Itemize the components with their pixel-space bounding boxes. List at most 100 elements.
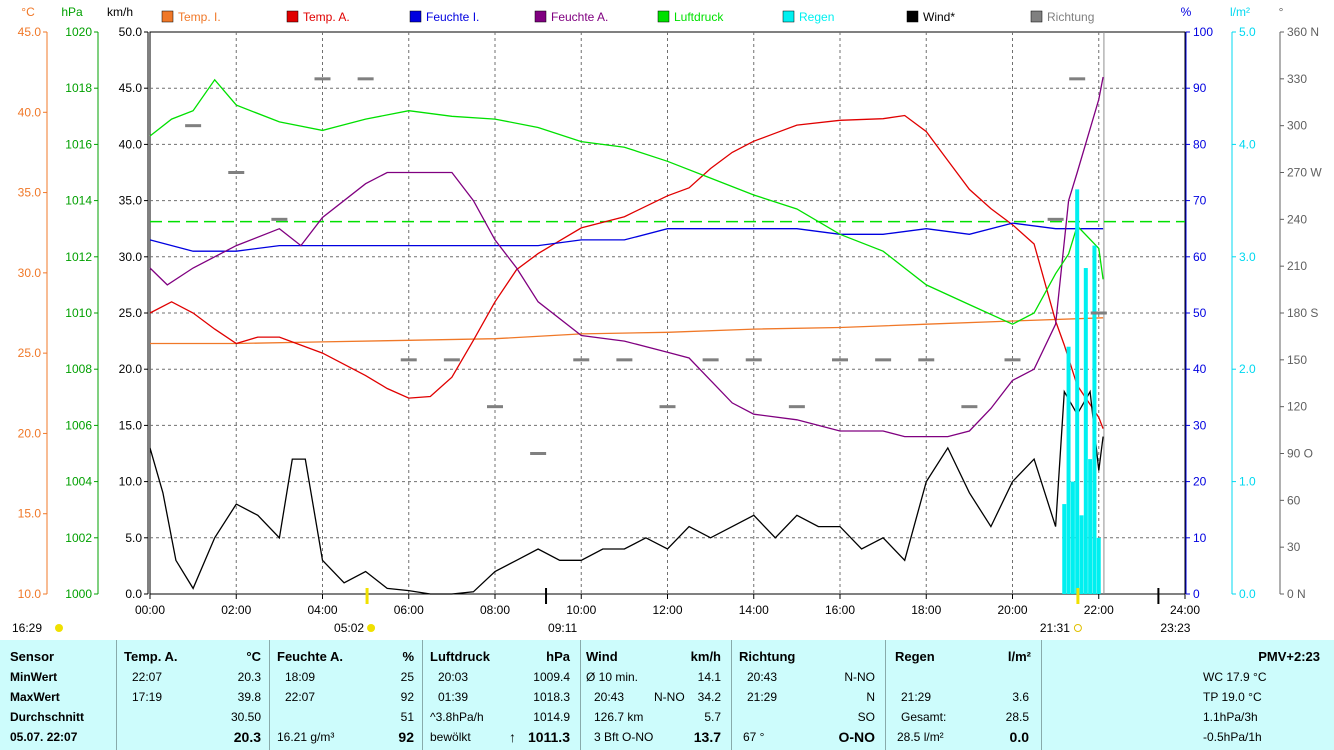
direction-dash [961,405,978,409]
temp-tick-label: 15.0 [18,507,42,521]
direction-dash [702,358,719,362]
wind-tick-label: 20.0 [119,362,143,376]
series-luftdruck [149,78,1104,325]
moon-icon [55,624,63,632]
pressure-tick-label: 1006 [65,418,92,432]
direction-r2-time: 21:29 [747,690,778,704]
temp-min-time: 22:07 [132,670,163,684]
series-feuchtei [149,222,1104,252]
x-tick-label: 22:00 [1084,603,1114,617]
legend-label: Temp. A. [303,10,350,24]
direction-dash [357,77,374,81]
legend-swatch [906,10,919,23]
pressure-min-value: 1009.4 [533,670,570,684]
humidity-tick-label: 10 [1193,531,1207,545]
temp-unit-label: °C [21,5,35,19]
temp-tick-label: 35.0 [18,186,42,200]
rain-bar [1096,537,1101,594]
pressure-avg-value: 1014.9 [533,710,570,724]
humidity-max-time: 22:07 [285,690,316,704]
wind-tick-label: 0.0 [125,587,142,601]
legend-label: Luftdruck [674,10,724,24]
x-tick-label: 02:00 [221,603,251,617]
direction-r2-value: N [866,690,875,704]
direction-tick-label: 30 [1287,540,1301,554]
rain-unit-label: l/m² [1230,5,1250,19]
humidity-tick-label: 30 [1193,418,1207,432]
temp-tick-label: 30.0 [18,266,42,280]
marker-time: 09:11 [548,621,577,635]
humidity-tick-label: 50 [1193,306,1207,320]
humidity-avg-value: 51 [400,710,414,724]
weather-chart: 10.015.020.025.030.035.040.045.010001002… [12,5,1322,635]
wind-max-time: 20:43 [594,690,625,704]
direction-tick-label: 240 [1287,212,1307,226]
direction-dash [918,358,935,362]
windchill-value: WC 17.9 °C [1203,670,1267,684]
series-tempa [149,114,1104,429]
rain-current-value: 0.0 [1009,729,1029,745]
legend-label: Richtung [1047,10,1094,24]
x-tick-label: 12:00 [652,603,682,617]
wind-tick-label: 10.0 [119,475,143,489]
direction-dash [832,358,848,362]
moonset-time: 23:23 [1160,621,1190,635]
direction-tick-label: 180 S [1287,306,1318,320]
humidity-tick-label: 90 [1193,81,1207,95]
direction-dash [228,171,245,174]
x-tick-label: 16:00 [825,603,855,617]
wind-max-dir: N-NO [654,690,685,704]
pressure-trend: ^3.8hPa/h [430,710,484,724]
rain-header: Regen [895,649,935,664]
wind-tick-label: 15.0 [119,418,143,432]
pressure-min-time: 20:03 [438,670,469,684]
wind-tick-label: 45.0 [119,81,143,95]
direction-dash [443,358,460,362]
humidity-min-time: 18:09 [285,670,316,684]
arrow-up-icon: ↑ [509,729,516,745]
humidity-header: Feuchte A. [277,649,343,664]
direction-dash [875,358,892,362]
pressure-1h-trend: -0.5hPa/1h [1203,730,1262,744]
x-tick-label: 00:00 [135,603,165,617]
wind-max-value: 34.2 [697,690,721,704]
rain-tick-label: 1.0 [1239,475,1256,489]
temp-tick-label: 40.0 [18,105,42,119]
temp-max-value: 39.8 [237,690,261,704]
temp-tick-label: 45.0 [18,25,42,39]
pressure-state: bewölkt [430,730,471,744]
pressure-max-value: 1018.3 [533,690,570,704]
humidity-tick-label: 70 [1193,194,1207,208]
x-tick-label: 08:00 [480,603,510,617]
temp-avg-value: 30.50 [230,710,261,724]
legend-label: Wind* [923,10,955,24]
wind-tick-label: 5.0 [125,531,142,545]
direction-dash [530,452,547,455]
legend-swatch [409,10,422,23]
humidity-unit-label: % [1181,5,1192,19]
humidity-min-value: 25 [400,670,414,684]
direction-tick-label: 90 O [1287,447,1313,461]
direction-tick-label: 0 N [1287,587,1306,601]
sunset-time: 21:31 [1040,621,1070,635]
humidity-column: Feuchte A.% 18:09 25 22:07 92 51 16.21 g/m… [269,640,423,750]
direction-dash [573,358,590,362]
pressure-column: Luftdruck hPa 20:03 1009.4 01:39 1018.3 ^3.… [422,640,581,750]
rain-bar [1088,459,1093,594]
direction-column: Richtung 20:43 N-NO 21:29 N SO 67 ° O-NO [731,640,886,750]
rain-max-value: 3.6 [1012,690,1029,704]
pressure-tick-label: 1002 [65,531,92,545]
wind-tick-label: 40.0 [119,137,143,151]
direction-unit-label: ° [1279,5,1284,19]
wind-avg-value: 14.1 [697,670,721,684]
temp-tick-label: 20.0 [18,426,42,440]
x-tick-label: 24:00 [1170,603,1200,617]
pressure-tick-label: 1012 [65,250,92,264]
humidity-tick-label: 80 [1193,137,1207,151]
wind-distance: 126.7 km [594,710,644,724]
sun-icon [367,624,376,632]
wind-tick-label: 25.0 [119,306,143,320]
series-feuchtea [149,76,1104,438]
rain-tick-label: 3.0 [1239,250,1256,264]
x-tick-label: 06:00 [394,603,424,617]
